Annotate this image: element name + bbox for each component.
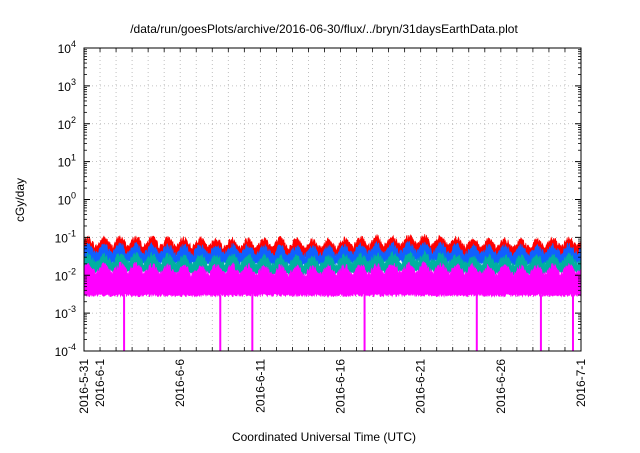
y-tick-exponent: -2 bbox=[68, 266, 76, 276]
y-tick-label: 10-2 bbox=[55, 266, 76, 283]
chart-title: /data/run/goesPlots/archive/2016-06-30/f… bbox=[130, 22, 518, 36]
grid bbox=[84, 48, 581, 351]
x-axis-label: Coordinated Universal Time (UTC) bbox=[232, 430, 416, 444]
y-tick-label: 101 bbox=[58, 153, 76, 170]
y-tick-label: 100 bbox=[58, 191, 76, 208]
y-tick-exponent: 1 bbox=[71, 153, 76, 163]
x-tick-label: 2016-6-21 bbox=[414, 359, 428, 414]
tick-marks bbox=[84, 47, 581, 352]
x-tick-label: 2016-6-16 bbox=[334, 359, 348, 414]
y-tick-label: 10-1 bbox=[55, 228, 76, 245]
y-tick-label: 102 bbox=[58, 115, 76, 132]
x-tick-label: 2016-6-11 bbox=[253, 359, 267, 413]
x-tick-label: 2016-5-31 bbox=[77, 359, 91, 414]
y-tick-label: 10-4 bbox=[55, 342, 76, 359]
y-tick-exponent: -4 bbox=[68, 342, 76, 352]
y-tick-label: 10-3 bbox=[55, 304, 76, 321]
series-trace bbox=[84, 260, 581, 298]
x-tick-label: 2016-6-26 bbox=[494, 359, 508, 414]
data-series bbox=[84, 234, 581, 351]
y-tick-label: 104 bbox=[58, 39, 76, 56]
y-tick-exponent: 0 bbox=[71, 191, 76, 201]
y-tick-exponent: 4 bbox=[71, 39, 76, 49]
y-tick-exponent: 3 bbox=[71, 77, 76, 87]
x-tick-labels: 2016-5-31 2016-6-1 2016-6-6 2016-6-11 2016-6… bbox=[77, 359, 588, 414]
x-tick-label: 2016-6-1 bbox=[93, 359, 107, 407]
x-tick-label: 2016-6-6 bbox=[173, 359, 187, 407]
y-tick-exponent: -3 bbox=[68, 304, 76, 314]
y-axis-label: cGy/day bbox=[13, 178, 27, 222]
x-tick-label: 2016-7-1 bbox=[574, 359, 588, 407]
y-tick-label: 103 bbox=[58, 77, 76, 94]
y-tick-exponent: -1 bbox=[68, 228, 76, 238]
y-tick-exponent: 2 bbox=[71, 115, 76, 125]
